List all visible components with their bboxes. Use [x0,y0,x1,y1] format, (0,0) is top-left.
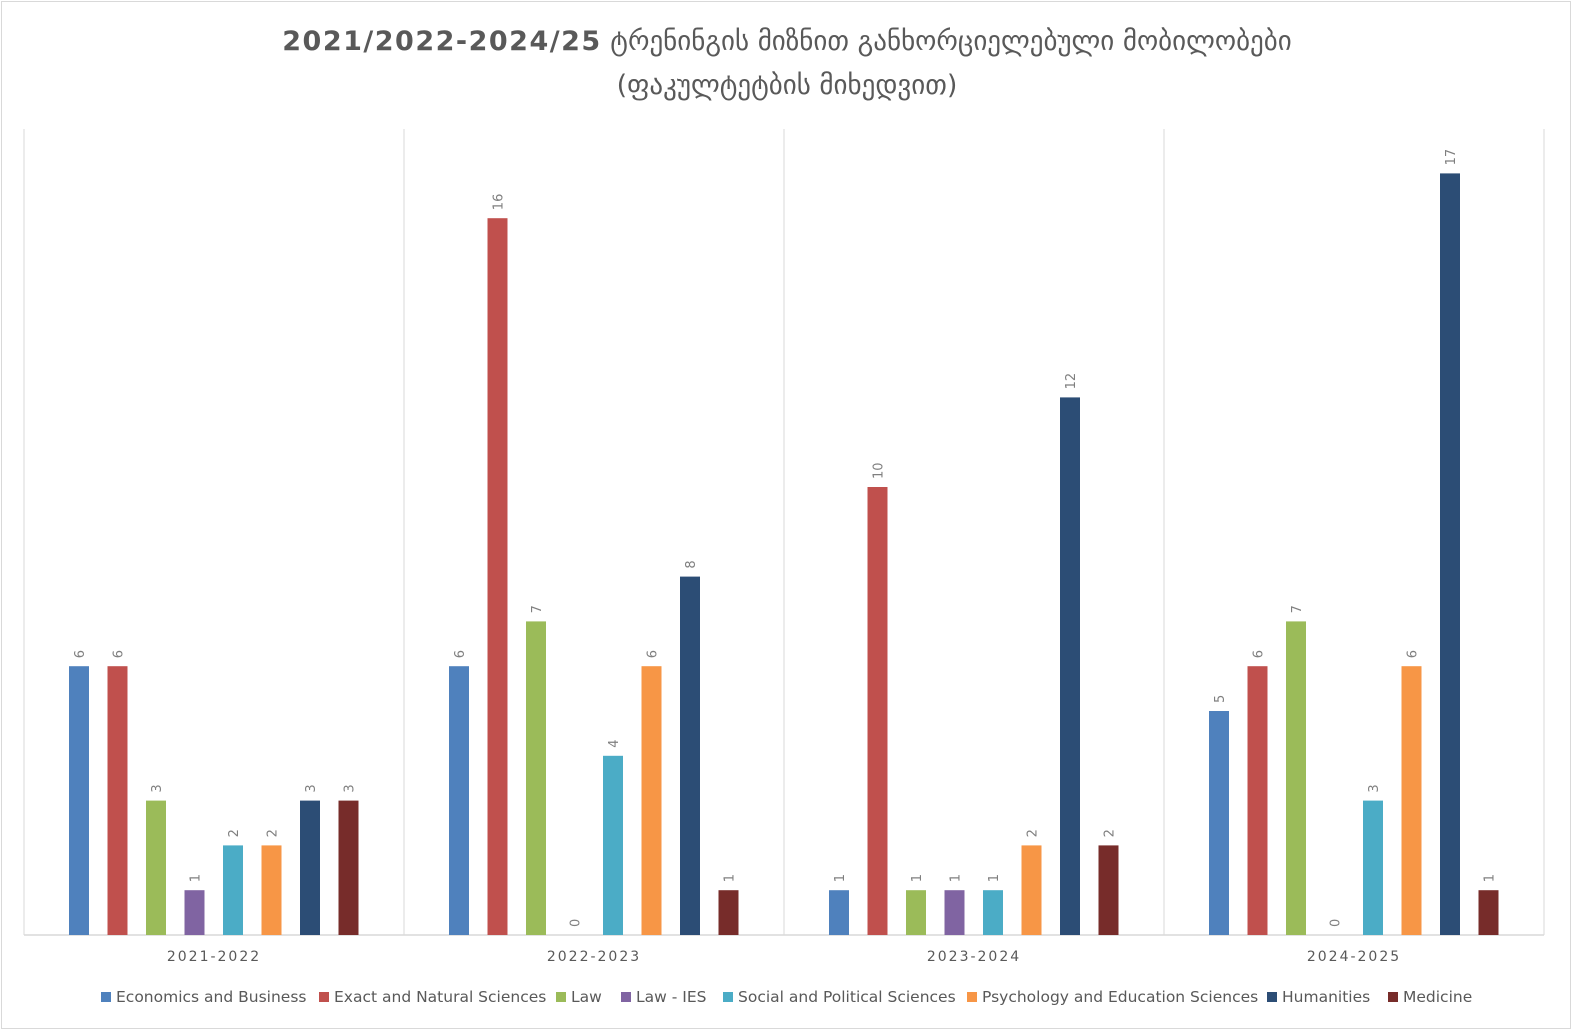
bar [983,890,1003,935]
legend-swatch [723,992,733,1002]
legend-swatch [1388,992,1398,1002]
data-label: 17 [1444,149,1459,166]
data-label: 3 [304,784,319,792]
legend-label: Social and Political Sciences [738,988,956,1006]
x-tick-label: 2022-2023 [547,949,641,965]
legend-label: Economics and Business [116,988,306,1006]
data-label: 2 [1026,829,1041,837]
legend-swatch [319,992,329,1002]
bar [184,890,205,935]
bar [1060,397,1080,935]
legend-label: Exact and Natural Sciences [334,988,546,1006]
data-label: 12 [1064,373,1079,390]
legend-label: Medicine [1403,988,1472,1006]
bar [338,800,359,935]
bar [944,890,965,935]
x-tick-label: 2023-2024 [927,949,1021,965]
data-label: 1 [833,874,848,882]
data-label: 1 [949,874,964,882]
data-label: 16 [492,194,507,211]
data-label: 1 [1483,874,1498,882]
bar [906,890,926,935]
data-label: 3 [150,784,165,792]
chart-title-rest: ტრენინგის მიზნით განხორციელებული მობილობ… [602,26,1292,57]
bar [680,576,700,935]
bar [107,666,128,935]
data-label: 0 [569,919,584,927]
bar [1401,666,1422,935]
x-tick-label: 2024-2025 [1307,949,1401,965]
legend-swatch [1267,992,1277,1002]
bar [1247,666,1268,935]
data-label: 6 [646,650,661,658]
data-label: 7 [1290,605,1305,613]
data-label: 1 [910,874,925,882]
legend-swatch [967,992,977,1002]
data-label: 5 [1213,695,1228,703]
bar [223,845,243,935]
legend-label: Psychology and Education Sciences [982,988,1258,1006]
legend-swatch [101,992,111,1002]
bar [526,621,546,935]
data-label: 6 [1252,650,1267,658]
bar [146,800,166,935]
bar [261,845,282,935]
legend-label: Law [571,988,602,1006]
chart-title-bold: 2021/2022-2024/25 [282,26,601,57]
data-label: 7 [530,605,545,613]
data-label: 2 [1103,829,1118,837]
bar [487,218,508,935]
bar [69,666,89,935]
x-tick-label: 2021-2022 [167,949,261,965]
bar [1286,621,1306,935]
legend: Economics and Business Exact and Natural … [101,988,1472,1006]
bar [1478,890,1499,935]
chart-subtitle: (ფაკულტეტბის მიხედვით) [617,70,958,101]
bar [1021,845,1042,935]
legend-label: Humanities [1282,988,1370,1006]
data-label: 3 [1367,784,1382,792]
data-label: 1 [987,874,1002,882]
data-label: 8 [684,560,699,568]
data-label: 3 [343,784,358,792]
bar [449,666,469,935]
chart-title: 2021/2022-2024/25 ტრენინგის მიზნით განხო… [282,26,1291,57]
data-label: 6 [112,650,127,658]
legend-swatch [621,992,631,1002]
data-label: 10 [872,462,887,479]
bar [1440,173,1460,935]
bar [1209,711,1229,935]
bar [829,890,849,935]
bar [300,800,320,935]
data-label: 1 [723,874,738,882]
data-label: 6 [1406,650,1421,658]
data-label: 6 [453,650,468,658]
bar [1363,800,1383,935]
legend-label: Law - IES [636,988,706,1006]
bar [641,666,662,935]
data-label: 6 [73,650,88,658]
bar [603,755,623,935]
bar [867,487,888,935]
data-label: 2 [227,829,242,837]
data-label: 1 [189,874,204,882]
legend-swatch [556,992,566,1002]
bar [1098,845,1119,935]
data-label: 0 [1329,919,1344,927]
data-label: 2 [266,829,281,837]
data-label: 4 [607,740,622,748]
bar [718,890,739,935]
